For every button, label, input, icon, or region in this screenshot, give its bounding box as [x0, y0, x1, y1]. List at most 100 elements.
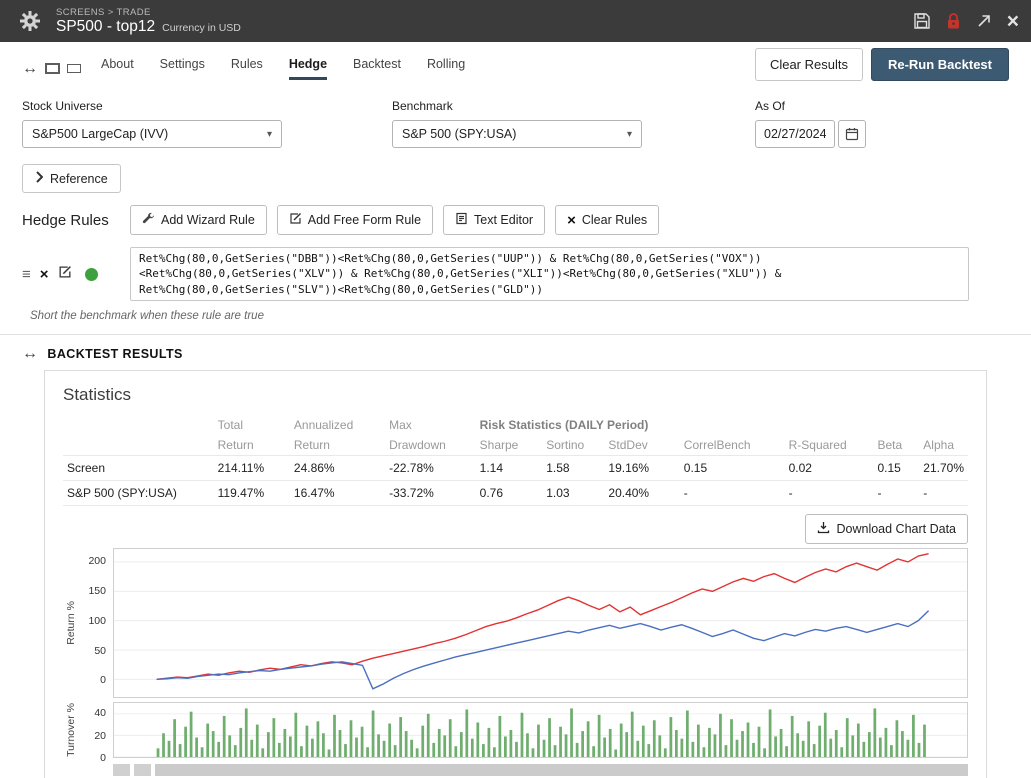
download-chart-data-label: Download Chart Data — [836, 522, 956, 537]
text-editor-button[interactable]: Text Editor — [443, 205, 546, 235]
y-tick-label: 40 — [94, 707, 106, 720]
expand-horizontal-icon[interactable]: ↔ — [22, 59, 38, 77]
statistics-table: Total Annualized Max Risk Statistics (DA… — [63, 415, 968, 506]
scrollbar-track[interactable] — [155, 764, 968, 777]
benchmark-label: Benchmark — [392, 99, 453, 113]
tab-hedge[interactable]: Hedge — [288, 57, 328, 80]
turnover-plot[interactable] — [113, 702, 968, 759]
cell: 21.70% — [923, 461, 964, 476]
y-tick-label: 0 — [100, 752, 106, 765]
header-actions: Clear Results Re-Run Backtest — [754, 48, 1009, 81]
return-plot[interactable] — [113, 548, 968, 699]
cell: 214.11% — [217, 461, 265, 476]
hedge-rule-row: ≡ × Ret%Chg(80,0,GetSeries("DBB"))<Ret%C… — [22, 247, 1009, 302]
benchmark-select[interactable]: S&P 500 (SPY:USA) ▾ — [392, 120, 642, 148]
col-beta: Beta — [877, 438, 903, 453]
layout-compact-icon[interactable] — [67, 64, 81, 73]
cell-drawdown: -22.78% — [389, 461, 434, 476]
reference-label: Reference — [50, 171, 108, 186]
calendar-button[interactable] — [838, 120, 866, 148]
col-sharpe: Sharpe — [479, 438, 519, 453]
add-wizard-rule-label: Add Wizard Rule — [161, 213, 255, 227]
clear-results-button[interactable]: Clear Results — [754, 48, 863, 81]
statistics-title: Statistics — [63, 385, 132, 405]
text-editor-label: Text Editor — [474, 213, 534, 227]
pencil-square-icon — [289, 212, 302, 228]
tab-rules[interactable]: Rules — [230, 57, 263, 71]
col-max: Max — [389, 418, 412, 433]
add-wizard-rule-button[interactable]: Add Wizard Rule — [130, 205, 267, 235]
scroll-right-button[interactable] — [134, 764, 151, 777]
cell: 0.15 — [877, 461, 901, 476]
row-label: S&P 500 (SPY:USA) — [67, 486, 177, 501]
col-correlbench: CorrelBench — [683, 438, 751, 453]
drag-handle-icon[interactable]: ≡ — [22, 265, 31, 283]
layout-full-icon[interactable] — [45, 63, 60, 74]
rerun-backtest-button[interactable]: Re-Run Backtest — [870, 48, 1009, 81]
col-total: Total — [217, 418, 243, 433]
gear-icon[interactable] — [18, 9, 42, 33]
save-icon[interactable] — [913, 12, 931, 30]
breadcrumb: SCREENS > TRADE — [56, 6, 151, 18]
stock-universe-select[interactable]: S&P500 LargeCap (IVV) ▾ — [22, 120, 282, 148]
return-chart-ylabel: Return % — [65, 601, 77, 646]
stock-universe-value: S&P500 LargeCap (IVV) — [32, 127, 169, 141]
benchmark-value: S&P 500 (SPY:USA) — [402, 127, 517, 141]
hedge-rules-label: Hedge Rules — [22, 211, 109, 229]
cell: 20.40% — [608, 486, 650, 501]
tab-rolling[interactable]: Rolling — [426, 57, 466, 71]
clear-rules-button[interactable]: × Clear Rules — [555, 205, 660, 235]
cell: - — [683, 486, 688, 501]
tab-settings[interactable]: Settings — [159, 57, 205, 71]
hedge-rule-input[interactable]: Ret%Chg(80,0,GetSeries("DBB"))<Ret%Chg(8… — [130, 247, 969, 302]
chart-scrollbar — [113, 764, 968, 777]
chevron-down-icon: ▾ — [266, 128, 272, 140]
tab-bar: About Settings Rules Hedge Backtest Roll… — [101, 57, 465, 80]
settings-form: Stock Universe S&P500 LargeCap (IVV) ▾ B… — [22, 99, 1009, 148]
cell: 0.15 — [683, 461, 708, 476]
collapse-results-icon[interactable]: ↔ — [22, 345, 39, 363]
add-free-form-rule-button[interactable]: Add Free Form Rule — [276, 205, 434, 235]
turnover-chart-yticks: 0 20 40 — [79, 702, 113, 764]
topbar-actions: × — [913, 11, 1019, 32]
tab-about[interactable]: About — [101, 57, 134, 71]
delete-rule-icon[interactable]: × — [39, 265, 49, 283]
cell: 1.58 — [546, 461, 570, 476]
cell: 16.47% — [293, 486, 335, 501]
as-of-field: As Of — [755, 99, 866, 148]
cell: 0.76 — [479, 486, 503, 501]
chevron-right-icon — [35, 171, 44, 186]
as-of-input[interactable] — [755, 120, 835, 148]
y-tick-label: 50 — [94, 644, 106, 657]
y-tick-label: 100 — [88, 614, 106, 627]
return-chart: Return % 0 50 100 150 200 — [63, 548, 968, 699]
rule-valid-indicator — [84, 267, 98, 281]
download-chart-data-button[interactable]: Download Chart Data — [805, 514, 968, 545]
page-title: SP500 - top12 — [56, 17, 156, 35]
lock-icon[interactable] — [946, 12, 961, 30]
title-block: SCREENS > TRADE SP500 - top12 Currency i… — [56, 7, 241, 36]
reference-button[interactable]: Reference — [22, 164, 121, 193]
clear-rules-label: Clear Rules — [581, 213, 648, 227]
x-icon: × — [567, 211, 576, 229]
cell: 0.02 — [788, 461, 812, 476]
text-editor-icon — [455, 212, 468, 228]
col-rsquared: R-Squared — [788, 438, 847, 453]
add-free-form-rule-label: Add Free Form Rule — [307, 213, 422, 227]
scrollbar-thumb[interactable] — [155, 764, 968, 777]
popout-icon[interactable] — [976, 13, 992, 29]
table-row-screen: Screen 214.11% 24.86% -22.78% 1.14 1.58 … — [63, 455, 968, 481]
close-icon[interactable]: × — [1006, 9, 1019, 33]
edit-rule-icon[interactable] — [58, 265, 72, 284]
topbar: SCREENS > TRADE SP500 - top12 Currency i… — [0, 0, 1031, 42]
col-annualized: Annualized — [293, 418, 354, 433]
as-of-label: As Of — [755, 99, 786, 113]
turnover-chart-ylabel: Turnover % — [65, 703, 77, 758]
col-max-drawdown: Drawdown — [389, 438, 446, 453]
turnover-chart: Turnover % 0 20 40 — [63, 702, 968, 764]
return-chart-yticks: 0 50 100 150 200 — [79, 548, 113, 698]
scroll-left-button[interactable] — [113, 764, 130, 777]
tab-backtest[interactable]: Backtest — [353, 57, 401, 71]
col-alpha: Alpha — [923, 438, 954, 453]
